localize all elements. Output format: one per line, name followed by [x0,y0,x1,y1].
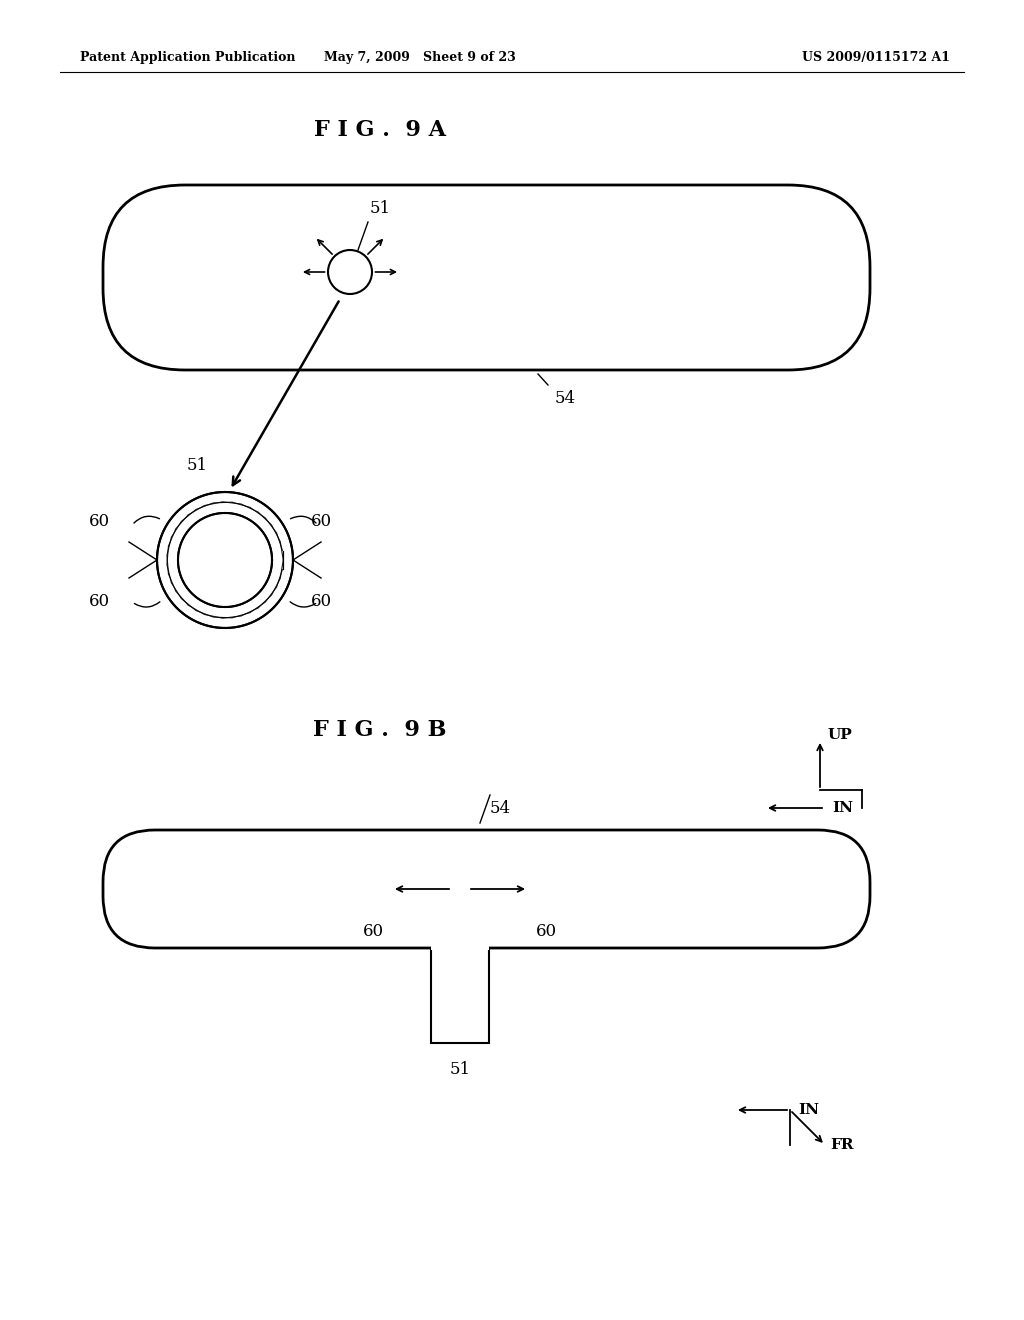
Text: 60: 60 [536,923,557,940]
Text: UP: UP [828,729,853,742]
Text: 60: 60 [89,513,111,531]
Text: F I G .  9 A: F I G . 9 A [314,119,446,141]
Text: 60: 60 [311,594,332,610]
Text: Patent Application Publication: Patent Application Publication [80,51,296,65]
FancyBboxPatch shape [103,185,870,370]
Bar [431,948,489,1043]
Circle shape [179,513,271,606]
Text: FR: FR [830,1138,853,1152]
Text: 60: 60 [311,513,332,531]
Text: 51: 51 [186,457,208,474]
FancyBboxPatch shape [103,830,870,948]
Text: US 2009/0115172 A1: US 2009/0115172 A1 [802,51,950,65]
Text: 60: 60 [89,594,111,610]
Text: 60: 60 [362,923,384,940]
Text: 54: 54 [490,800,511,817]
Text: 54: 54 [555,389,577,407]
Text: IN: IN [831,801,853,814]
Text: May 7, 2009   Sheet 9 of 23: May 7, 2009 Sheet 9 of 23 [325,51,516,65]
Text: 51: 51 [370,201,391,216]
Text: 51A: 51A [444,946,475,960]
Text: IN: IN [798,1104,819,1117]
Text: 51: 51 [450,1061,471,1078]
Circle shape [328,249,372,294]
Bar [431,946,489,950]
Text: F I G .  9 B: F I G . 9 B [313,719,446,741]
